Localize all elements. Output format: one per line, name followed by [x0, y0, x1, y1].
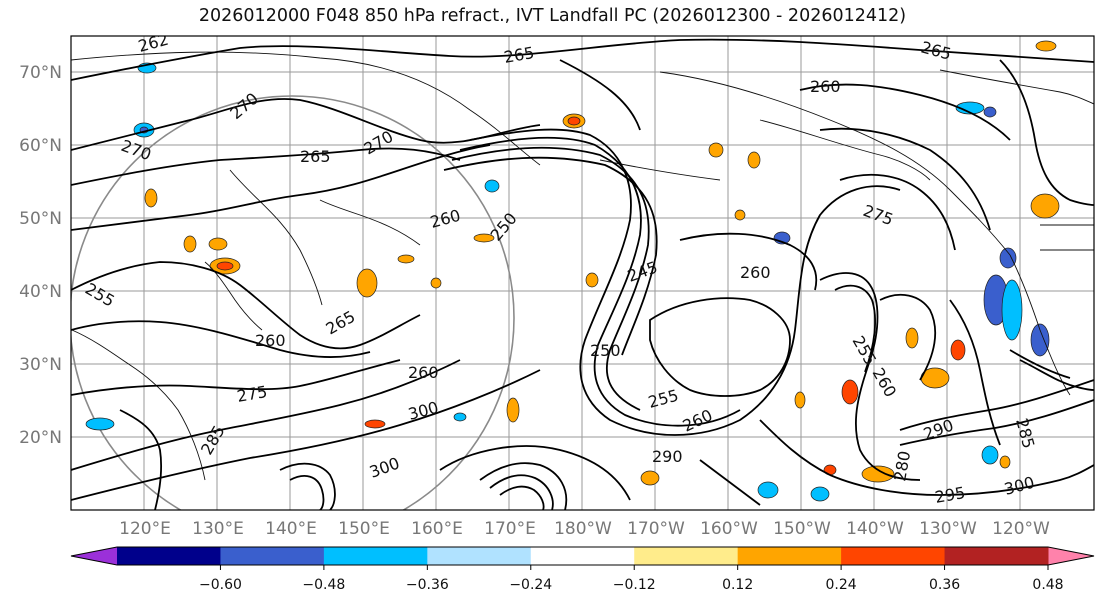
colorbar-tick-label: 0.36: [929, 577, 960, 593]
latitude-labels: 70°N 60°N 50°N 40°N 30°N 20°N: [19, 63, 62, 448]
colorbar-segment: [220, 547, 325, 565]
contour-label: 250: [590, 341, 621, 360]
colorbar-under-arrow: [71, 547, 117, 565]
colorbar-tick-label: 0.12: [722, 577, 753, 593]
contour-label: 265: [300, 147, 331, 166]
contour-label: 290: [652, 447, 683, 466]
lon-label: 140°E: [265, 519, 317, 539]
longitude-labels: 120°E 130°E 140°E 150°E 160°E 170°E 180°…: [119, 519, 1050, 539]
colorbar-segment: [323, 547, 428, 565]
lon-label: 120°W: [992, 519, 1050, 539]
colorbar-segment: [841, 547, 946, 565]
colorbar-tick-label: −0.24: [509, 577, 552, 593]
lon-label: 130°E: [192, 519, 244, 539]
contour-label: 260: [408, 363, 439, 382]
colorbar-tick-label: −0.36: [406, 577, 449, 593]
lon-label: 180°W: [554, 519, 612, 539]
colorbar-ticks: −0.60 −0.48 −0.36 −0.24 −0.12 0.12 0.24 0.36 0.4…: [199, 565, 1064, 593]
colorbar-segment: [944, 547, 1049, 565]
contour-label: 260: [255, 331, 286, 350]
colorbar-segment: [117, 547, 221, 565]
colorbar-outline: [70, 546, 1095, 566]
colorbar: −0.60 −0.48 −0.36 −0.24 −0.12 0.12 0.24 0.36 0.4…: [70, 546, 1095, 593]
lon-label: 160°W: [700, 519, 758, 539]
colorbar-tick-label: 0.24: [826, 577, 857, 593]
shaded-anomalies: [85, 40, 1060, 502]
lat-label: 60°N: [19, 136, 62, 156]
lon-label: 150°W: [773, 519, 831, 539]
lon-label: 140°W: [846, 519, 904, 539]
lon-label: 170°W: [627, 519, 685, 539]
map-content: 262 265 270 265 270 265 260 260 250 270 …: [71, 36, 1094, 510]
lat-label: 50°N: [19, 209, 62, 229]
colorbar-tick-label: −0.12: [613, 577, 656, 593]
colorbar-tick-label: 0.48: [1032, 577, 1063, 593]
colorbar-over-arrow: [1048, 547, 1094, 565]
lon-label: 160°E: [411, 519, 463, 539]
lon-label: 170°E: [484, 519, 536, 539]
map-title: 2026012000 F048 850 hPa refract., IVT La…: [198, 6, 907, 26]
lon-label: 150°E: [338, 519, 390, 539]
contour-label: 260: [740, 263, 771, 282]
contour-label: 260: [810, 77, 841, 96]
colorbar-tick-label: −0.60: [199, 577, 242, 593]
lat-label: 40°N: [19, 282, 62, 302]
colorbar-segment: [737, 547, 842, 565]
refractivity-contours: [71, 38, 1094, 510]
lat-label: 30°N: [19, 355, 62, 375]
colorbar-segment: [530, 547, 635, 565]
range-circle: [71, 95, 515, 510]
lat-label: 20°N: [19, 428, 62, 448]
colorbar-segment: [427, 547, 532, 565]
lat-label: 70°N: [19, 63, 62, 83]
colorbar-segments: [117, 547, 1049, 565]
map-frame: [70, 35, 1095, 511]
lon-label: 120°E: [119, 519, 171, 539]
lon-label: 130°W: [919, 519, 977, 539]
colorbar-segment: [634, 547, 739, 565]
colorbar-tick-label: −0.48: [302, 577, 345, 593]
